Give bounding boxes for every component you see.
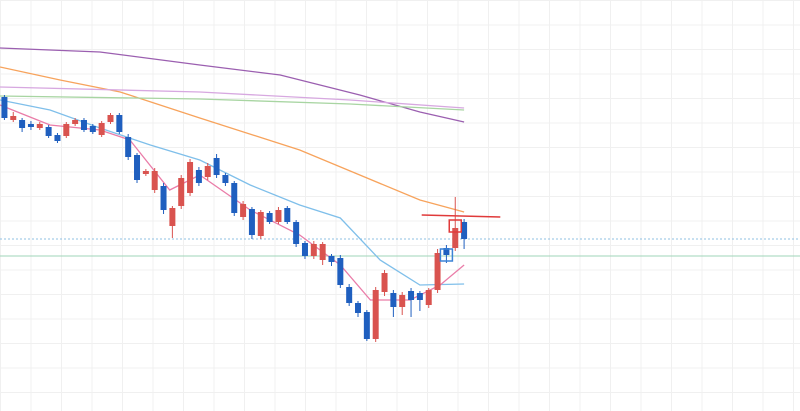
candle-body	[337, 258, 344, 285]
candle-body	[27, 124, 34, 127]
candle-body	[204, 166, 211, 177]
candle-body	[381, 273, 388, 292]
candle-body	[10, 116, 17, 120]
candle-body	[425, 290, 432, 305]
candle-body	[195, 170, 202, 183]
moving-average	[0, 95, 465, 111]
candle-body	[346, 287, 353, 303]
moving-average	[0, 66, 465, 213]
candle-body	[408, 291, 415, 300]
candle-body	[363, 312, 370, 339]
candle-body	[434, 253, 441, 290]
candle-body	[125, 137, 132, 157]
candle-body	[443, 248, 450, 255]
candle-body	[151, 171, 158, 190]
candle-body	[98, 123, 105, 135]
marker	[439, 248, 454, 262]
candle-body	[63, 124, 70, 136]
candle-body	[36, 124, 43, 128]
candle-body	[452, 228, 459, 248]
candle-body	[328, 256, 335, 262]
candle-body	[284, 208, 291, 222]
candle-body	[319, 244, 326, 260]
candle-body	[293, 222, 300, 244]
candle-body	[1, 97, 8, 118]
marker	[448, 219, 462, 233]
candle-body	[45, 127, 52, 136]
candle-body	[372, 290, 379, 339]
candle-body	[461, 222, 468, 239]
trend-line	[421, 214, 501, 218]
candle-body	[390, 293, 397, 307]
candle-body	[89, 126, 96, 132]
candle-body	[222, 175, 229, 183]
candle-body	[54, 135, 61, 141]
candle-body	[275, 210, 282, 222]
candle-body	[248, 209, 255, 235]
candle-body	[178, 178, 185, 206]
candle-body	[301, 243, 308, 256]
moving-average	[0, 47, 465, 123]
candle-body	[19, 120, 26, 128]
candle-body	[169, 208, 176, 226]
candle-body	[116, 115, 123, 132]
candle-body	[107, 115, 114, 122]
candle-body	[266, 213, 273, 222]
candle-body	[213, 158, 220, 175]
candle-body	[134, 155, 141, 180]
candle-body	[240, 204, 247, 217]
candle-body	[187, 162, 194, 193]
candle-body	[257, 212, 264, 236]
candle-body	[399, 295, 406, 307]
candle-body	[72, 120, 79, 124]
candle-body	[416, 293, 423, 300]
candle-body	[231, 183, 238, 213]
candle-body	[80, 120, 87, 130]
candle-body	[142, 171, 149, 174]
moving-average	[0, 86, 465, 109]
candle-body	[310, 244, 317, 256]
candle-body	[160, 186, 167, 210]
candle-body	[355, 303, 362, 313]
